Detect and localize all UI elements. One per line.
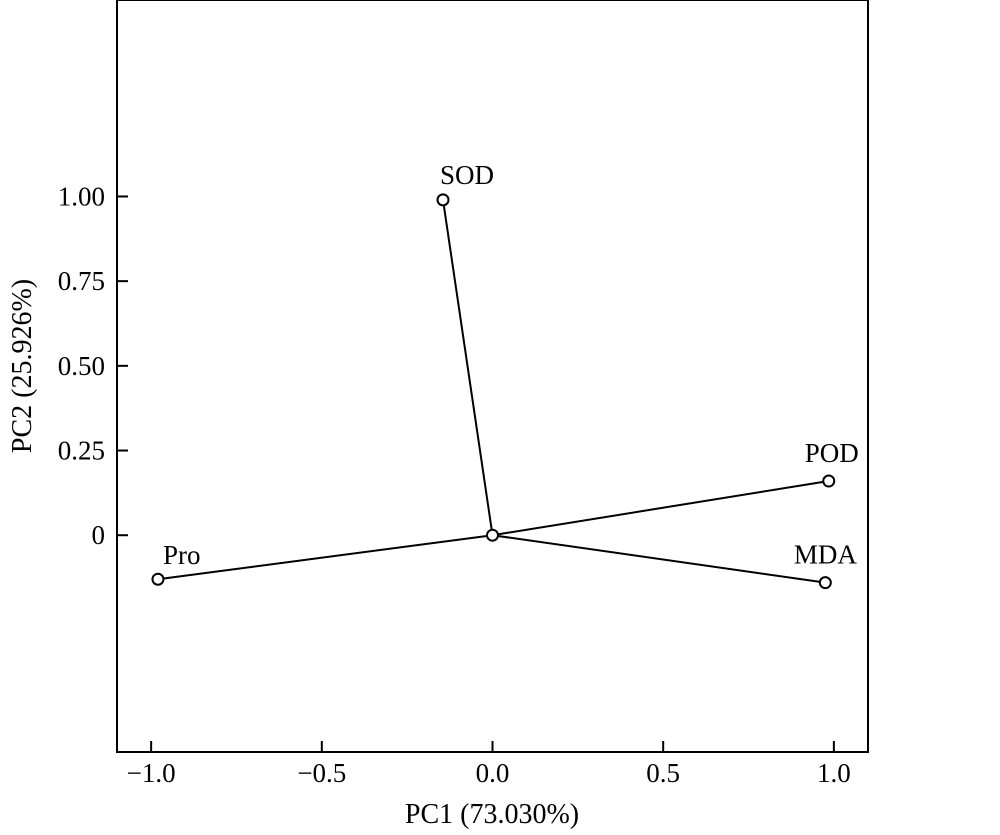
y-tick-label-0: 0 [92, 520, 106, 550]
vector-mda [492, 534, 826, 584]
x-tick-label-2: 0.0 [476, 758, 510, 788]
point-mda [818, 576, 832, 590]
point-label-sod: SOD [440, 160, 494, 190]
y-tick-label-3: 0.75 [58, 266, 105, 296]
x-tick-label-0: −1.0 [127, 758, 176, 788]
plot-frame [116, 0, 869, 753]
vector-pro [157, 534, 493, 581]
y-tick-label-1: 0.25 [58, 436, 105, 466]
x-axis-title: PC1 (73.030%) [405, 799, 579, 830]
point-label-pod: POD [805, 438, 859, 468]
y-tick-label-2: 0.50 [58, 351, 105, 381]
point-label-mda: MDA [794, 540, 858, 570]
x-tick-label-4: 1.0 [817, 758, 851, 788]
vector-pod [492, 480, 829, 537]
point-label-pro: Pro [163, 540, 201, 570]
y-tick-label-4: 1.00 [58, 181, 105, 211]
x-axis-ticks: −1.0 −0.5 0.0 0.5 1.0 [127, 741, 851, 788]
point-pod [822, 474, 836, 488]
point-pro [151, 572, 165, 586]
x-tick-label-1: −0.5 [297, 758, 346, 788]
point-sod [436, 193, 450, 207]
y-axis-ticks: 0 0.25 0.50 0.75 1.00 [58, 181, 128, 550]
vector-sod [442, 199, 494, 536]
point-labels: SOD POD MDA Pro [163, 160, 859, 570]
loading-points [151, 193, 836, 590]
origin-point [486, 528, 499, 542]
loading-vectors [157, 199, 829, 584]
x-tick-label-3: 0.5 [646, 758, 680, 788]
y-axis-title: PC2 (25.926%) [7, 279, 38, 453]
